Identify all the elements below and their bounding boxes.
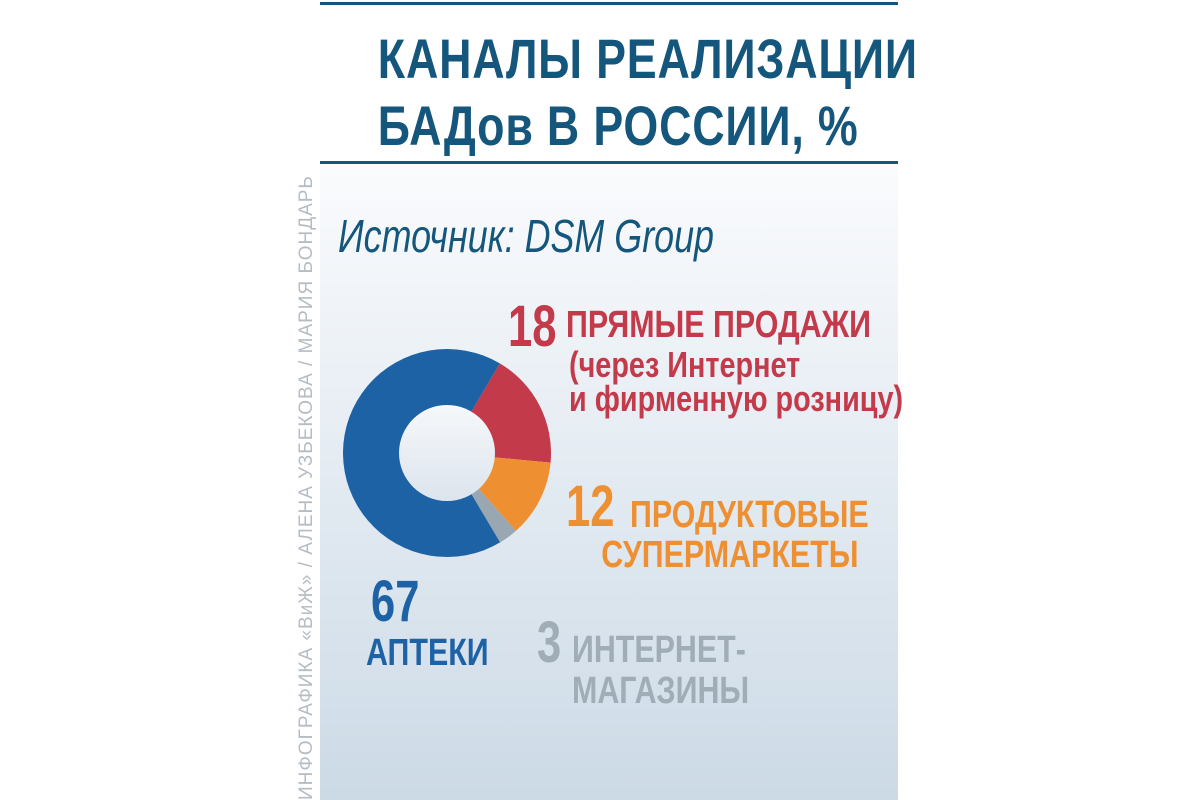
callout-pharmacies-value: 67 <box>371 569 420 634</box>
callout-pharmacies-title: АПТЕКИ <box>366 632 489 674</box>
donut-hole <box>399 405 495 501</box>
callout-direct-sales-subtitle-line2: и фирменную розницу) <box>569 378 904 419</box>
callout-online-value: 3 <box>537 610 562 675</box>
title-divider <box>320 161 898 164</box>
donut-chart <box>343 349 551 557</box>
top-divider <box>320 2 898 5</box>
page-title-line1: КАНАЛЫ РЕАЛИЗАЦИИ <box>377 27 918 90</box>
source-caption: Источник: DSM Group <box>338 210 715 262</box>
callout-grocery-value: 12 <box>566 474 615 539</box>
callout-direct-sales-value: 18 <box>508 294 557 359</box>
credit-vertical-text: ИНФОГРАФИКА «ВиЖ» / АЛЕНА УЗБЕКОВА / МАР… <box>296 175 317 800</box>
callout-direct-sales-subtitle-line1: (через Интернет <box>569 344 801 385</box>
page-title-line2: БАДов В РОССИИ, % <box>377 94 859 157</box>
callout-online-title-line2: МАГАЗИНЫ <box>572 670 750 712</box>
callout-grocery-title-line1: ПРОДУКТОВЫЕ <box>630 494 869 536</box>
callout-online-title-line1: ИНТЕРНЕТ- <box>572 629 746 671</box>
callout-direct-sales-title: ПРЯМЫЕ ПРОДАЖИ <box>566 304 871 346</box>
callout-grocery-title-line2: СУПЕРМАРКЕТЫ <box>600 534 858 576</box>
